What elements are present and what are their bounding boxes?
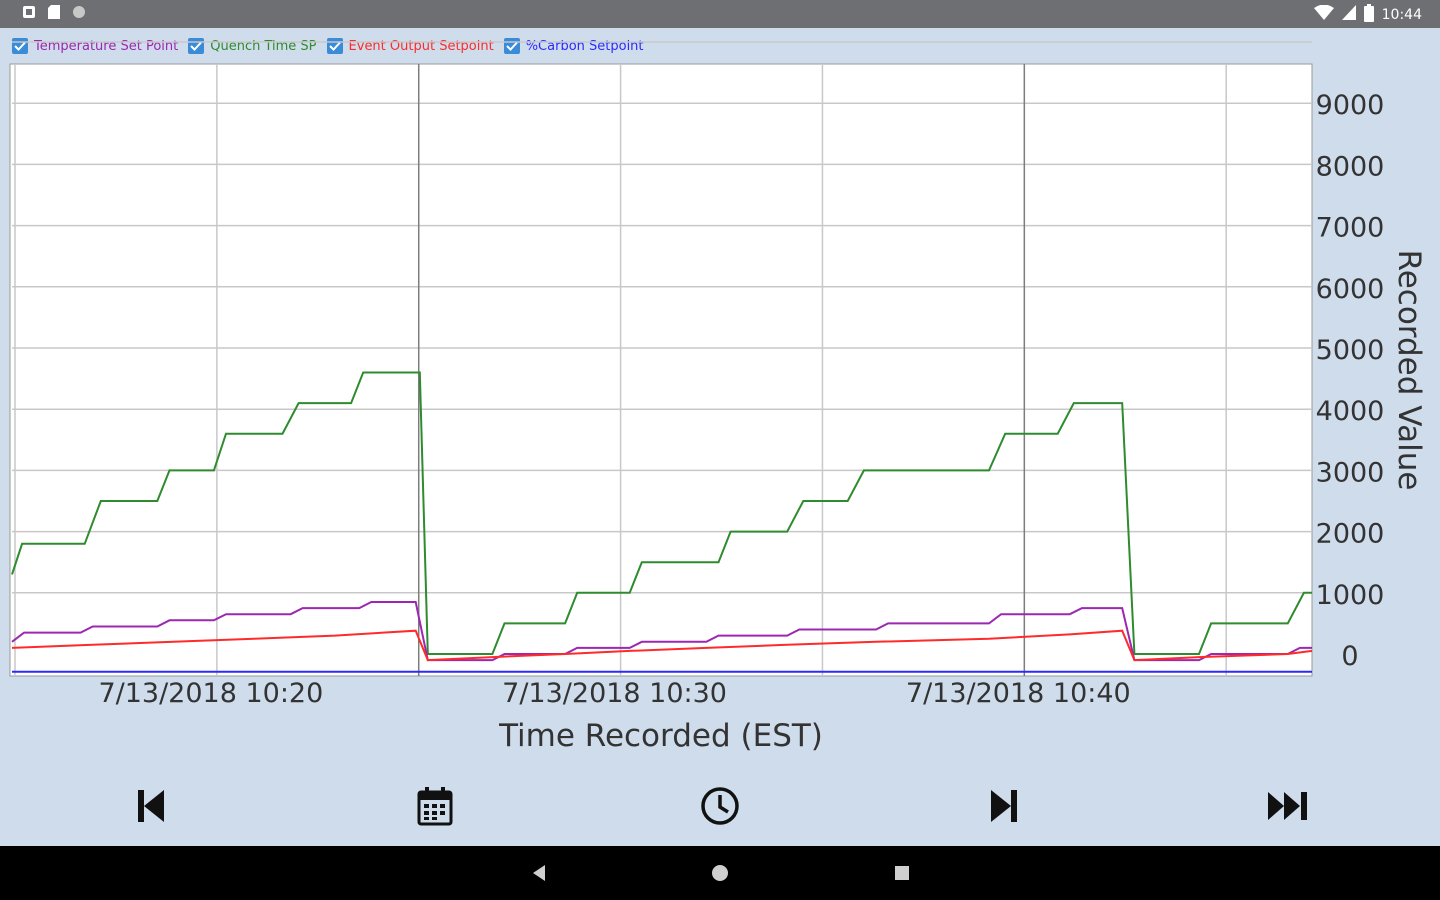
recents-icon bbox=[895, 866, 909, 880]
clock-time: 10:44 bbox=[1381, 7, 1422, 23]
back-icon bbox=[533, 865, 545, 881]
clock-icon bbox=[701, 787, 739, 825]
y-tick-label: 3000 bbox=[1316, 457, 1385, 488]
vertical-grid bbox=[14, 64, 1227, 676]
y-tick-label: 6000 bbox=[1316, 274, 1385, 305]
x-tick-label: 7/13/2018 10:20 bbox=[98, 678, 323, 709]
series-line-temperature-set-point bbox=[11, 601, 1312, 662]
x-tick-label: 7/13/2018 10:40 bbox=[906, 678, 1131, 709]
skip-to-end-button[interactable] bbox=[1262, 780, 1314, 832]
series-line-event-output-setpoint bbox=[11, 629, 1313, 662]
x-tick-label: 7/13/2018 10:30 bbox=[502, 678, 727, 709]
system-nav-bar bbox=[0, 846, 1440, 900]
fast-forward-icon bbox=[1268, 792, 1307, 820]
skip-next-icon bbox=[991, 790, 1017, 822]
skip-to-start-button[interactable] bbox=[125, 780, 177, 832]
y-tick-label: 7000 bbox=[1316, 213, 1385, 244]
y-tick-label: 5000 bbox=[1316, 335, 1385, 366]
nav-home-button[interactable] bbox=[708, 861, 732, 885]
x-axis-label: Time Recorded (EST) bbox=[498, 718, 823, 754]
y-tick-label: 4000 bbox=[1316, 396, 1385, 427]
y-tick-label: 9000 bbox=[1316, 90, 1385, 121]
horizontal-grid bbox=[12, 41, 1312, 594]
date-picker-button[interactable] bbox=[409, 780, 461, 832]
series-lines bbox=[11, 371, 1313, 673]
status-bar: 10:44 bbox=[0, 0, 1440, 28]
circle-icon bbox=[72, 5, 86, 24]
y-tick-label: 8000 bbox=[1316, 151, 1385, 182]
skip-previous-icon bbox=[138, 790, 164, 822]
x-tick-labels: 7/13/2018 10:20 7/13/2018 10:30 7/13/2018 … bbox=[98, 678, 1130, 709]
y-tick-label: 1000 bbox=[1316, 580, 1385, 611]
notification-icon bbox=[22, 5, 36, 24]
signal-icon bbox=[1341, 5, 1356, 25]
y-tick-label: 2000 bbox=[1316, 519, 1385, 550]
nav-back-button[interactable] bbox=[527, 861, 551, 885]
home-icon bbox=[712, 865, 728, 881]
playback-toolbar bbox=[0, 770, 1440, 840]
y-tick-label: 0 bbox=[1341, 641, 1358, 672]
nav-recents-button[interactable] bbox=[890, 861, 914, 885]
time-picker-button[interactable] bbox=[694, 780, 746, 832]
calendar-icon bbox=[417, 787, 453, 826]
sd-card-icon bbox=[48, 5, 60, 24]
plot-area bbox=[9, 63, 1313, 677]
line-chart[interactable]: 0 1000 2000 3000 4000 5000 6000 7000 8000 9000 7/… bbox=[0, 0, 1440, 770]
series-line-quench-time-sp bbox=[11, 371, 1312, 655]
next-button[interactable] bbox=[978, 780, 1030, 832]
wifi-icon bbox=[1313, 4, 1334, 25]
y-axis-label: Recorded Value bbox=[1391, 250, 1427, 491]
battery-icon bbox=[1363, 4, 1374, 26]
y-tick-labels: 0 1000 2000 3000 4000 5000 6000 7000 8000 9000 bbox=[1316, 90, 1385, 672]
